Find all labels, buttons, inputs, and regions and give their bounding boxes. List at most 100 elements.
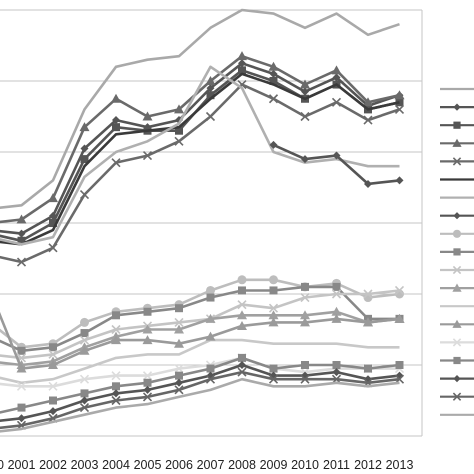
data-point [174,104,184,114]
legend-entry [440,319,474,328]
series-line [0,370,400,430]
series-line [0,65,400,246]
data-point [48,360,58,369]
data-point [453,212,461,220]
data-point [80,389,89,398]
data-point [111,93,121,103]
data-point [143,385,152,394]
data-point [112,382,120,391]
data-point [332,73,341,82]
x-tick-label: 2013 [386,458,414,472]
x-tick-label: 2007 [197,458,225,472]
data-point [331,97,342,107]
data-point [300,310,310,320]
data-point [269,69,278,78]
series-line [0,83,400,264]
series-13 [0,338,400,385]
data-point [142,111,153,121]
data-point [111,324,121,335]
x-tick-label: 2003 [71,458,99,472]
series-line [272,143,400,186]
data-point [206,293,215,302]
data-point [394,90,405,100]
data-point [300,292,310,303]
data-point [269,275,278,285]
data-point [332,368,341,377]
series-line [0,311,400,370]
data-point [269,364,278,373]
data-point [80,329,89,338]
x-tick-label: 2010 [291,458,319,472]
series-19 [0,377,400,433]
data-point [142,371,153,381]
data-point [453,121,461,129]
data-point [363,115,373,125]
data-point [175,304,183,313]
data-point [301,282,309,291]
series-18 [0,367,405,430]
data-point [48,349,58,359]
data-point [142,150,153,161]
data-point [331,65,342,75]
data-point [332,282,341,291]
legend-entry [440,157,474,166]
data-point [452,229,462,238]
series-layer [0,8,405,433]
data-point [452,338,462,347]
data-point [268,374,279,384]
legend-entry [440,229,474,238]
data-point [452,265,462,275]
series-16 [0,353,404,414]
data-point [452,392,462,401]
data-point [268,317,279,327]
data-point [112,123,120,132]
data-point [79,374,90,384]
series-line [0,289,400,360]
data-point [237,51,247,61]
x-tick-label: 2001 [8,458,36,472]
data-point [174,317,184,327]
data-point [363,317,373,327]
data-point [363,289,373,299]
data-point [300,374,310,384]
x-tick-label: 2006 [165,458,193,472]
data-point [238,361,246,369]
data-point [174,385,184,395]
series-line [0,356,400,414]
data-point [174,324,184,334]
data-point [331,289,342,299]
data-point [452,157,462,166]
series-6 [0,72,400,246]
data-point [205,374,216,384]
legend-entry [440,356,474,365]
legend-entry [440,283,474,292]
data-point [174,363,184,374]
data-point [79,190,90,200]
data-point [238,286,246,295]
data-point [237,275,247,285]
data-point [301,361,309,369]
data-point [16,257,27,267]
data-point [394,313,405,323]
data-point [17,414,26,423]
series-line [0,338,400,385]
data-point [395,176,404,185]
data-point [48,193,58,203]
data-point [237,300,247,310]
series-line [0,62,400,235]
x-tick-label: 2005 [134,458,162,472]
data-point [268,310,279,320]
series-line [0,363,400,422]
x-tick-label: 2012 [354,458,382,472]
data-point [48,243,58,253]
data-point [206,91,215,100]
data-point [205,76,216,85]
series-line [0,8,400,209]
series-1 [0,8,400,209]
legend-entry [440,392,474,401]
data-point [112,311,120,320]
series-7 [0,65,400,246]
data-point [268,303,279,313]
data-point [79,122,90,132]
